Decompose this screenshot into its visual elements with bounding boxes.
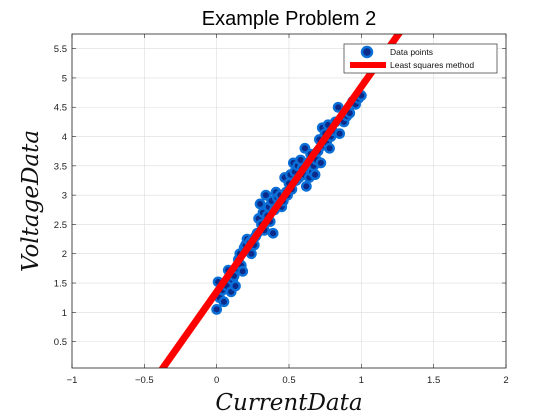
data-point — [218, 296, 230, 308]
y-tick-label: 2.5 — [54, 220, 67, 231]
data-point — [237, 265, 249, 277]
x-tick-label: 1.5 — [427, 375, 440, 386]
y-tick-label: 3.5 — [54, 161, 67, 172]
y-tick-label: 5.5 — [54, 44, 67, 55]
axes-frame — [71, 33, 507, 369]
data-point — [211, 304, 223, 315]
x-tick-labels: −1 −0.5 0 0.5 1 1.5 2 — [67, 375, 509, 386]
y-tick-labels: 0.5 1 1.5 2 2.5 3 3.5 4 4.5 5 5.5 — [54, 44, 67, 348]
data-point — [309, 169, 321, 181]
data-point — [267, 227, 279, 239]
y-tick-label: 1 — [62, 308, 67, 319]
y-tick-label: 0.5 — [54, 337, 67, 348]
data-point — [334, 128, 346, 140]
x-tick-label: 0.5 — [282, 375, 295, 386]
data-point — [300, 180, 312, 192]
x-tick-label: 0 — [214, 375, 219, 386]
y-tick-label: 3 — [62, 191, 67, 202]
legend-label-data-points: Data points — [390, 47, 433, 57]
legend: Data points Least squares method — [343, 43, 498, 74]
data-point — [315, 157, 327, 169]
legend-label-least-squares: Least squares method — [390, 60, 474, 70]
x-tick-label: −1 — [67, 375, 78, 386]
data-point — [324, 142, 335, 154]
chart-title: Example Problem 2 — [202, 8, 377, 30]
x-tick-label: −0.5 — [135, 375, 154, 386]
data-layer — [158, 34, 403, 368]
y-tick-label: 4 — [62, 132, 67, 143]
x-axis-label: CurrentData — [215, 390, 362, 416]
y-tick-label: 4.5 — [54, 103, 67, 114]
least-squares-line — [158, 34, 403, 368]
data-point — [254, 198, 266, 210]
y-axis-label: VoltageData — [18, 130, 44, 272]
x-tick-label: 1 — [359, 375, 364, 386]
y-tick-label: 5 — [62, 73, 67, 84]
legend-marker-data-points — [360, 45, 374, 59]
x-tick-label: 2 — [503, 375, 508, 386]
y-tick-label: 1.5 — [54, 279, 67, 290]
data-point — [332, 101, 344, 113]
y-tick-label: 2 — [62, 249, 67, 260]
data-point — [230, 280, 241, 292]
